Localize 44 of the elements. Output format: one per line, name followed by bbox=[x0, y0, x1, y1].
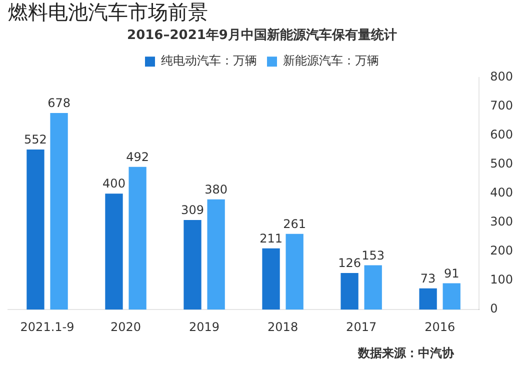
x-tick-label: 2016 bbox=[424, 320, 456, 334]
bar bbox=[26, 150, 44, 310]
data-label: 211 bbox=[260, 232, 282, 246]
bar bbox=[419, 288, 437, 310]
y-tick-label: 400 bbox=[490, 186, 513, 200]
y-tick-label: 200 bbox=[490, 244, 513, 258]
x-tick-label: 2021.1-9 bbox=[20, 320, 74, 334]
chart-title: 燃料电池汽车市场前景 bbox=[8, 0, 208, 24]
data-label: 380 bbox=[204, 182, 228, 197]
bar bbox=[286, 234, 304, 310]
data-label: 91 bbox=[444, 266, 460, 280]
chart-subtitle: 2016–2021年9月中国新能源汽车保有量统计 bbox=[127, 27, 397, 44]
bar bbox=[128, 166, 146, 310]
data-label: 492 bbox=[126, 150, 150, 164]
y-tick-label: 500 bbox=[490, 156, 513, 171]
data-label: 261 bbox=[283, 217, 306, 232]
x-tick-label: 2019 bbox=[189, 320, 220, 334]
x-tick-label: 2018 bbox=[268, 320, 298, 334]
y-tick-label: 0 bbox=[490, 302, 498, 316]
data-label: 73 bbox=[420, 272, 436, 286]
data-label: 153 bbox=[362, 248, 385, 262]
y-tick-label: 300 bbox=[490, 214, 513, 229]
data-label: 552 bbox=[24, 132, 47, 147]
data-label: 400 bbox=[102, 176, 126, 191]
legend-label: 新能源汽车：万辆 bbox=[283, 54, 379, 68]
data-label: 678 bbox=[48, 96, 70, 110]
bar bbox=[442, 283, 460, 310]
y-tick-label: 800 bbox=[490, 70, 513, 84]
bar bbox=[50, 112, 68, 310]
x-tick-label: 2020 bbox=[110, 320, 142, 334]
y-tick-label: 700 bbox=[490, 98, 513, 113]
x-tick-label: 2017 bbox=[346, 320, 377, 334]
bar bbox=[262, 248, 280, 310]
data-label: 309 bbox=[181, 203, 204, 218]
bar bbox=[340, 273, 358, 310]
legend-label: 纯电动汽车：万辆 bbox=[161, 54, 257, 68]
bar bbox=[184, 220, 202, 310]
source-note: 数据来源：中汽协 bbox=[357, 346, 455, 360]
y-tick-label: 600 bbox=[490, 128, 513, 142]
bar bbox=[364, 265, 382, 310]
bar bbox=[105, 194, 123, 310]
bar bbox=[207, 199, 225, 310]
data-label: 126 bbox=[338, 256, 361, 270]
y-tick-label: 100 bbox=[490, 272, 513, 287]
